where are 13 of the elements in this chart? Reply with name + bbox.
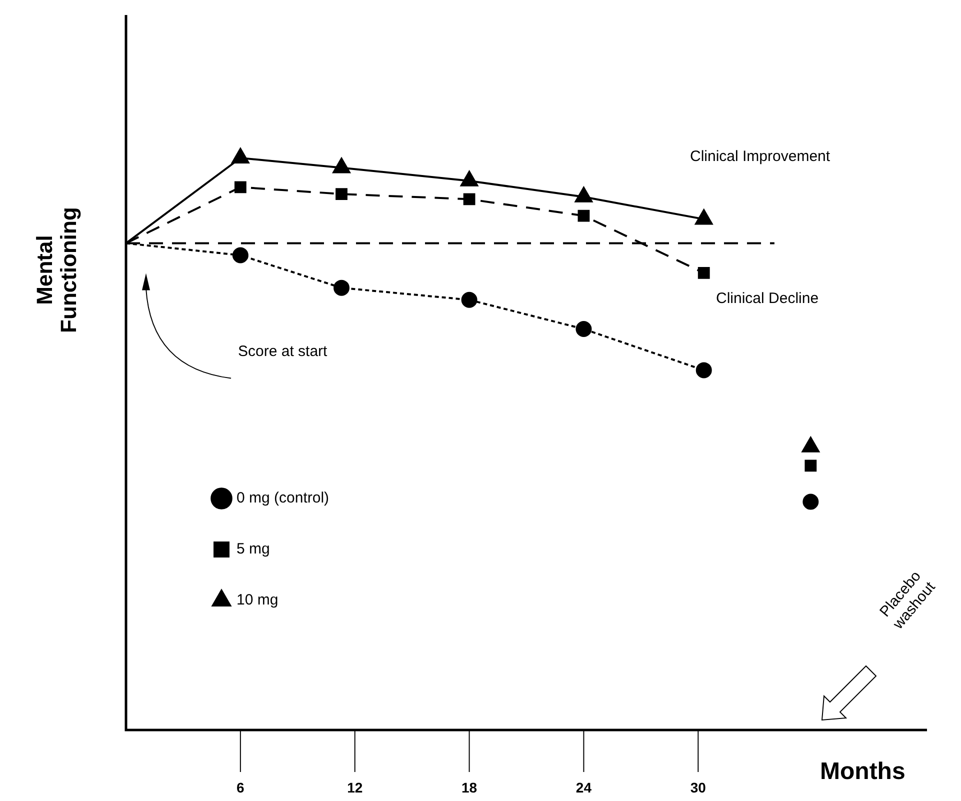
x-tick-label: 6 bbox=[236, 779, 245, 796]
legend-label: 10 mg bbox=[236, 592, 278, 609]
x-tick-label: 18 bbox=[461, 779, 478, 796]
x-axis-title: Months bbox=[820, 758, 906, 786]
x-tick-label: 30 bbox=[690, 779, 706, 796]
annotation: Score at start bbox=[238, 343, 328, 360]
y-axis-title: Mental Functioning bbox=[32, 206, 81, 335]
legend-label: 5 mg bbox=[236, 540, 270, 558]
annotation: Clinical Improvement bbox=[690, 148, 830, 165]
x-tick-label: 24 bbox=[576, 779, 592, 796]
legend-label: 0 mg (control) bbox=[236, 490, 330, 507]
x-tick-label: 12 bbox=[347, 779, 363, 796]
annotation: Clinical Decline bbox=[716, 290, 819, 307]
